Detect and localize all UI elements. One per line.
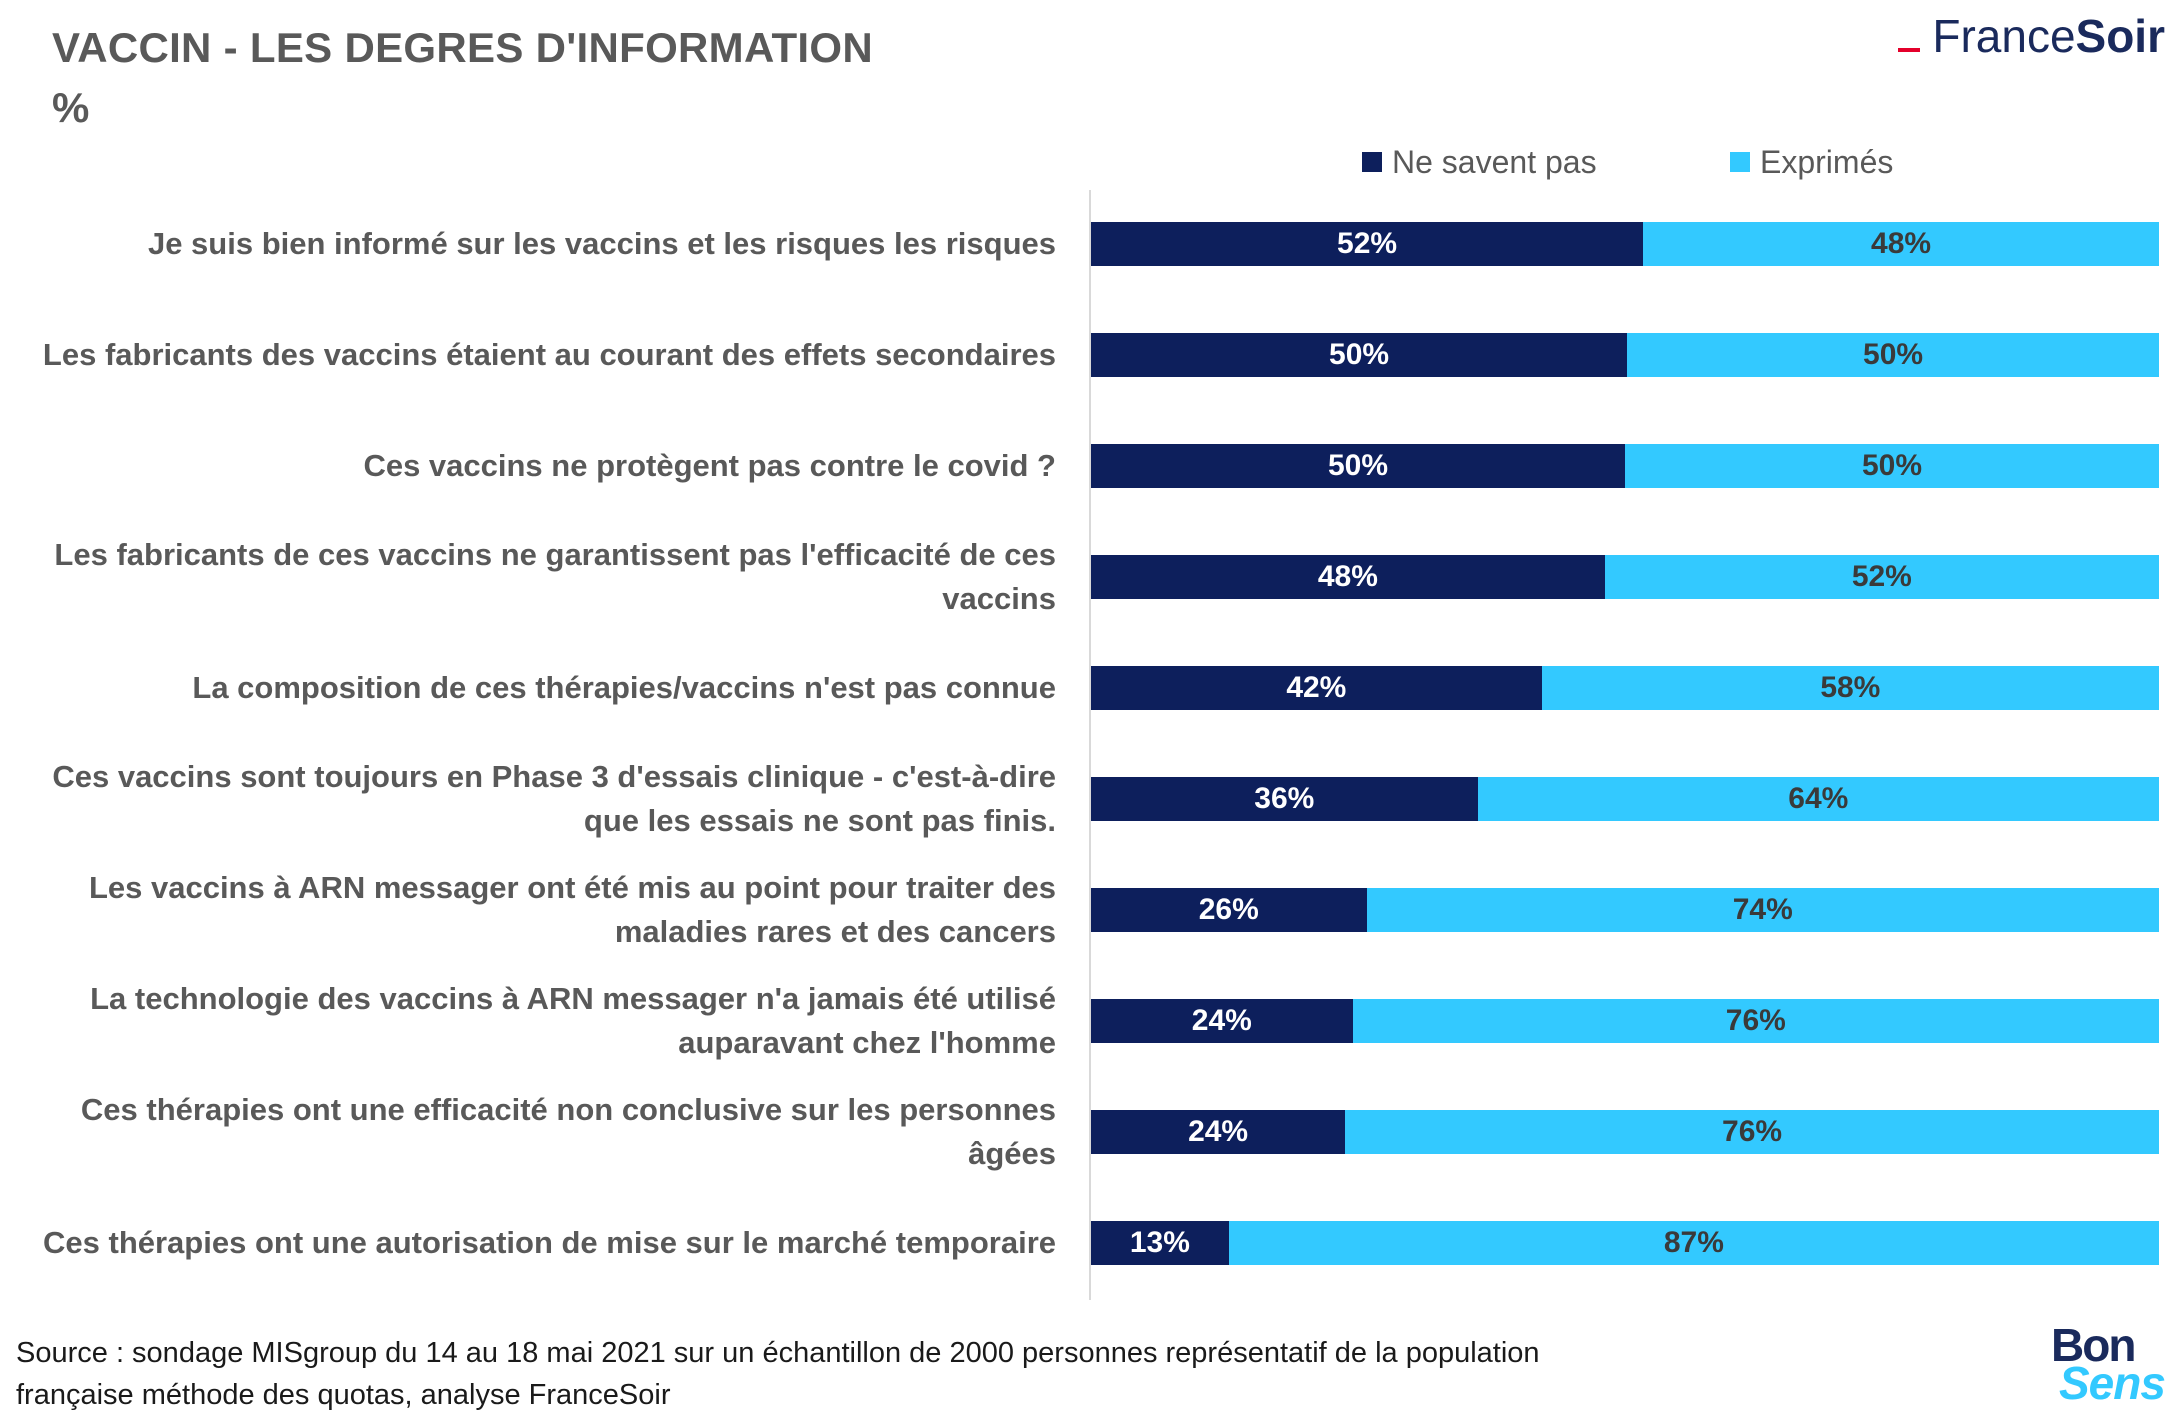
bonsens-logo-sens: Sens xyxy=(2059,1357,2166,1409)
category-label: Ces vaccins ne protègent pas contre le c… xyxy=(363,448,1056,483)
bar-ne-savent-pas: 42% xyxy=(1091,666,1542,710)
bar-ne-savent-pas: 13% xyxy=(1091,1221,1229,1265)
source-note: Source : sondage MISgroup du 14 au 18 ma… xyxy=(16,1332,1540,1416)
source-line-1: Source : sondage MISgroup du 14 au 18 ma… xyxy=(16,1337,1540,1369)
category-label: Ces thérapies ont une efficacité non con… xyxy=(80,1092,1056,1171)
legend-label-ne-savent-pas: Ne savent pas xyxy=(1392,143,1597,180)
bar-ne-savent-pas: 26% xyxy=(1091,888,1367,932)
category-label: La technologie des vaccins à ARN message… xyxy=(90,981,1056,1060)
data-label-ne-savent-pas: 50% xyxy=(1329,338,1390,371)
data-label-exprimes: 50% xyxy=(1861,449,1923,482)
category-label: Je suis bien informé sur les vaccins et … xyxy=(147,226,1056,261)
bar-exprimes: 48% xyxy=(1643,222,2159,266)
bar-exprimes: 76% xyxy=(1345,1110,2159,1154)
data-label-ne-savent-pas: 50% xyxy=(1327,449,1389,482)
bar-ne-savent-pas: 48% xyxy=(1091,555,1605,599)
category-label: Les fabricants de ces vaccins ne garanti… xyxy=(54,537,1056,616)
bar-exprimes: 64% xyxy=(1477,777,2159,821)
data-label-ne-savent-pas: 24% xyxy=(1191,1004,1252,1037)
data-label-exprimes: 74% xyxy=(1732,893,1793,926)
source-line-2: française méthode des quotas, analyse Fr… xyxy=(16,1379,671,1411)
data-label-exprimes: 58% xyxy=(1820,671,1881,704)
bar-ne-savent-pas: 52% xyxy=(1091,222,1644,266)
data-label-ne-savent-pas: 48% xyxy=(1317,560,1378,593)
category-label: Ces vaccins sont toujours en Phase 3 d'e… xyxy=(52,759,1056,838)
data-label-exprimes: 87% xyxy=(1663,1226,1724,1259)
data-label-ne-savent-pas: 13% xyxy=(1129,1226,1190,1259)
category-label: Les vaccins à ARN messager ont été mis a… xyxy=(88,870,1056,949)
data-label-ne-savent-pas: 42% xyxy=(1286,671,1347,704)
category-axis-line xyxy=(1089,190,1091,1300)
data-label-ne-savent-pas: 24% xyxy=(1188,1115,1249,1148)
bar-ne-savent-pas: 36% xyxy=(1091,777,1478,821)
data-label-ne-savent-pas: 36% xyxy=(1254,782,1315,815)
data-label-ne-savent-pas: 26% xyxy=(1198,893,1259,926)
bonsens-logo-bon: Bon xyxy=(2051,1319,2136,1371)
category-label: Ces thérapies ont une autorisation de mi… xyxy=(43,1225,1056,1260)
data-label-exprimes: 76% xyxy=(1725,1004,1786,1037)
bar-exprimes: 50% xyxy=(1627,333,2159,377)
bar-exprimes: 58% xyxy=(1541,666,2159,710)
bar-exprimes: 50% xyxy=(1625,444,2159,488)
bar-exprimes: 74% xyxy=(1366,888,2159,932)
bar-exprimes: 76% xyxy=(1352,999,2159,1043)
data-label-ne-savent-pas: 52% xyxy=(1337,227,1398,260)
bar-exprimes: 52% xyxy=(1604,555,2159,599)
legend-swatch-exprimes xyxy=(1730,152,1750,172)
logo-text-france: France xyxy=(1932,10,2076,62)
chart-unit: % xyxy=(52,84,90,131)
chart-title: VACCIN - LES DEGRES D'INFORMATION xyxy=(52,24,874,71)
francesoir-logo: France Soir xyxy=(1898,6,2165,66)
legend-exprimes: Exprimés xyxy=(1730,140,1893,184)
legend-label-exprimes: Exprimés xyxy=(1760,143,1894,180)
bar-exprimes: 87% xyxy=(1228,1221,2159,1265)
data-label-exprimes: 48% xyxy=(1871,227,1932,260)
data-label-exprimes: 76% xyxy=(1722,1115,1783,1148)
bonsens-logo: Bon Sens xyxy=(2051,1318,2166,1409)
bar-ne-savent-pas: 24% xyxy=(1091,999,1353,1043)
data-label-exprimes: 50% xyxy=(1863,338,1924,371)
category-label: La composition de ces thérapies/vaccins … xyxy=(192,670,1056,705)
category-label: Les fabricants des vaccins étaient au co… xyxy=(42,337,1056,372)
bar-ne-savent-pas: 24% xyxy=(1091,1110,1346,1154)
legend-swatch-ne-savent-pas xyxy=(1362,152,1382,172)
bar-ne-savent-pas: 50% xyxy=(1091,444,1625,488)
logo-text-soir: Soir xyxy=(2075,10,2165,62)
bar-ne-savent-pas: 50% xyxy=(1091,333,1628,377)
data-label-exprimes: 64% xyxy=(1788,782,1849,815)
legend-ne-savent-pas: Ne savent pas xyxy=(1362,140,1597,184)
data-label-exprimes: 52% xyxy=(1851,560,1912,593)
logo-dash xyxy=(1898,48,1921,52)
